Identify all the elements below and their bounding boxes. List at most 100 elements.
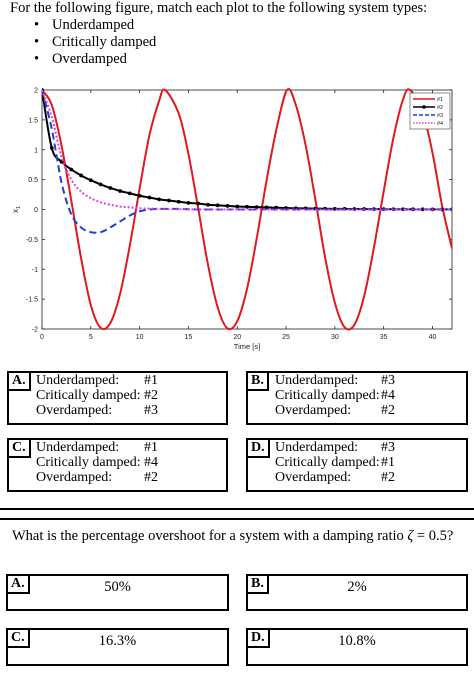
- legend-label-3: #3: [437, 113, 443, 119]
- x-tick-label: 10: [136, 334, 144, 341]
- x-tick-label: 35: [380, 334, 388, 341]
- series-2-point: [127, 191, 132, 196]
- choice-letter: A.: [9, 373, 31, 391]
- y-tick-label: 0.5: [28, 177, 38, 184]
- match-label: Critically damped:: [36, 455, 141, 470]
- y-tick-label: -2: [32, 327, 38, 334]
- match-value: #2: [381, 403, 395, 418]
- y-tick-label: 2: [34, 88, 38, 95]
- y-tick-label: -1.5: [26, 297, 38, 304]
- bullet-critically-damped: Critically damped: [34, 34, 156, 51]
- match-value: #2: [144, 470, 158, 485]
- match-row: Overdamped: #2: [36, 470, 158, 485]
- series-2-point: [235, 204, 240, 209]
- choice-rows: Underdamped: #1 Critically damped: #2 Over…: [36, 373, 158, 418]
- choice-c[interactable]: C. Underdamped: #1 Critically damped: #4 O…: [7, 438, 228, 492]
- x-axis-label: Time [s]: [234, 342, 260, 351]
- series-2-point: [79, 173, 83, 178]
- series-2-point: [88, 178, 93, 183]
- choice-d[interactable]: D. Underdamped: #3 Critically damped: #1 O…: [246, 438, 468, 492]
- choice-letter: D.: [248, 630, 270, 648]
- choice-letter: B.: [248, 373, 269, 391]
- match-label: Critically damped:: [275, 388, 380, 403]
- match-row: Underdamped: #1: [36, 373, 158, 388]
- x-tick-label: 5: [89, 334, 93, 341]
- match-row: Overdamped: #3: [36, 403, 158, 418]
- choice-a[interactable]: A. Underdamped: #1 Critically damped: #2 O…: [7, 371, 228, 425]
- series-2-point: [147, 195, 152, 200]
- match-label: Underdamped:: [36, 440, 120, 455]
- series-2-point: [69, 167, 74, 172]
- series-2-point: [108, 186, 113, 190]
- choice-letter: B.: [248, 576, 269, 594]
- match-value: #2: [381, 470, 395, 485]
- choice-letter: D.: [248, 440, 270, 458]
- match-value: #1: [381, 455, 395, 470]
- match-value: #3: [381, 373, 395, 388]
- match-value: #1: [144, 373, 158, 388]
- y-tick-label: 1: [34, 147, 38, 154]
- x-tick-label: 20: [233, 334, 241, 341]
- match-value: #1: [144, 440, 158, 455]
- x-tick-label: 0: [40, 334, 44, 341]
- match-value: #2: [144, 388, 158, 403]
- section-divider-bottom: [0, 518, 474, 520]
- legend-label-1: #1: [437, 97, 443, 103]
- match-row: Critically damped: #4: [275, 388, 395, 403]
- question-1-prompt: For the following figure, match each plo…: [10, 0, 428, 16]
- choice-rows: Underdamped: #3 Critically damped: #1 Over…: [275, 440, 395, 485]
- response-plot-svg: 0 5 10 15 20 25 30 35 40 -2 -1.5 -1 -0.5 0 0.5 1 1.5 2 Tim…: [11, 88, 453, 351]
- match-label: Underdamped:: [36, 373, 120, 388]
- choice-letter: C.: [8, 630, 30, 648]
- x-tick-label: 25: [282, 334, 290, 341]
- series-2-point: [215, 203, 220, 208]
- series-2-point: [49, 146, 54, 150]
- y-axis-label-subscript: 1: [16, 206, 22, 209]
- series-2-point: [167, 198, 171, 203]
- question-2-prefix: What is the percentage overshoot for a s…: [12, 528, 404, 544]
- series-2-point: [254, 205, 259, 210]
- match-value: #3: [144, 403, 158, 418]
- choice-c-overshoot[interactable]: C. 16.3%: [6, 628, 229, 666]
- series-2-point: [186, 201, 191, 205]
- match-label: Overdamped:: [36, 470, 113, 485]
- series-2-point: [196, 201, 201, 206]
- choice-a-overshoot[interactable]: A. 50%: [6, 574, 229, 611]
- match-label: Overdamped:: [36, 403, 113, 418]
- match-value: #4: [381, 388, 395, 403]
- series-2-point: [118, 189, 122, 193]
- answer-text: 10.8%: [338, 633, 376, 649]
- choice-rows: Underdamped: #1 Critically damped: #4 Over…: [36, 440, 158, 485]
- match-label: Underdamped:: [275, 373, 359, 388]
- match-value: #4: [144, 455, 158, 470]
- match-row: Underdamped: #3: [275, 440, 395, 455]
- series-2-point: [157, 197, 162, 202]
- legend-label-4: #4: [437, 121, 443, 127]
- x-tick-label: 30: [331, 334, 339, 341]
- choice-d-overshoot[interactable]: D. 10.8%: [246, 628, 468, 666]
- match-row: Critically damped: #1: [275, 455, 395, 470]
- choice-b[interactable]: B. Underdamped: #3 Critically damped: #4 O…: [246, 371, 468, 425]
- question-2-prompt: What is the percentage overshoot for a s…: [12, 528, 453, 545]
- series-2-point: [137, 193, 142, 198]
- match-label: Critically damped:: [275, 455, 380, 470]
- match-label: Critically damped:: [36, 388, 141, 403]
- match-value: #3: [381, 440, 395, 455]
- answer-text: 2%: [347, 579, 367, 595]
- zeta-symbol: ζ: [407, 528, 414, 544]
- y-tick-label: 0: [34, 207, 38, 214]
- response-plot: 0 5 10 15 20 25 30 35 40 -2 -1.5 -1 -0.5 0 0.5 1 1.5 2 Tim…: [0, 82, 474, 362]
- match-row: Overdamped: #2: [275, 470, 395, 485]
- x-tick-label: 40: [429, 334, 437, 341]
- answer-text: 50%: [104, 579, 131, 595]
- legend-marker-2: [422, 105, 426, 109]
- choice-rows: Underdamped: #3 Critically damped: #4 Over…: [275, 373, 395, 418]
- series-2-point: [225, 204, 230, 208]
- system-type-list: Underdamped Critically damped Overdamped: [34, 17, 156, 68]
- match-row: Critically damped: #2: [36, 388, 158, 403]
- series-2-point: [264, 205, 269, 210]
- y-tick-label: -0.5: [26, 237, 38, 244]
- choice-b-overshoot[interactable]: B. 2%: [246, 574, 468, 611]
- series-2-point: [98, 182, 103, 187]
- y-axis-label: x1: [11, 206, 22, 213]
